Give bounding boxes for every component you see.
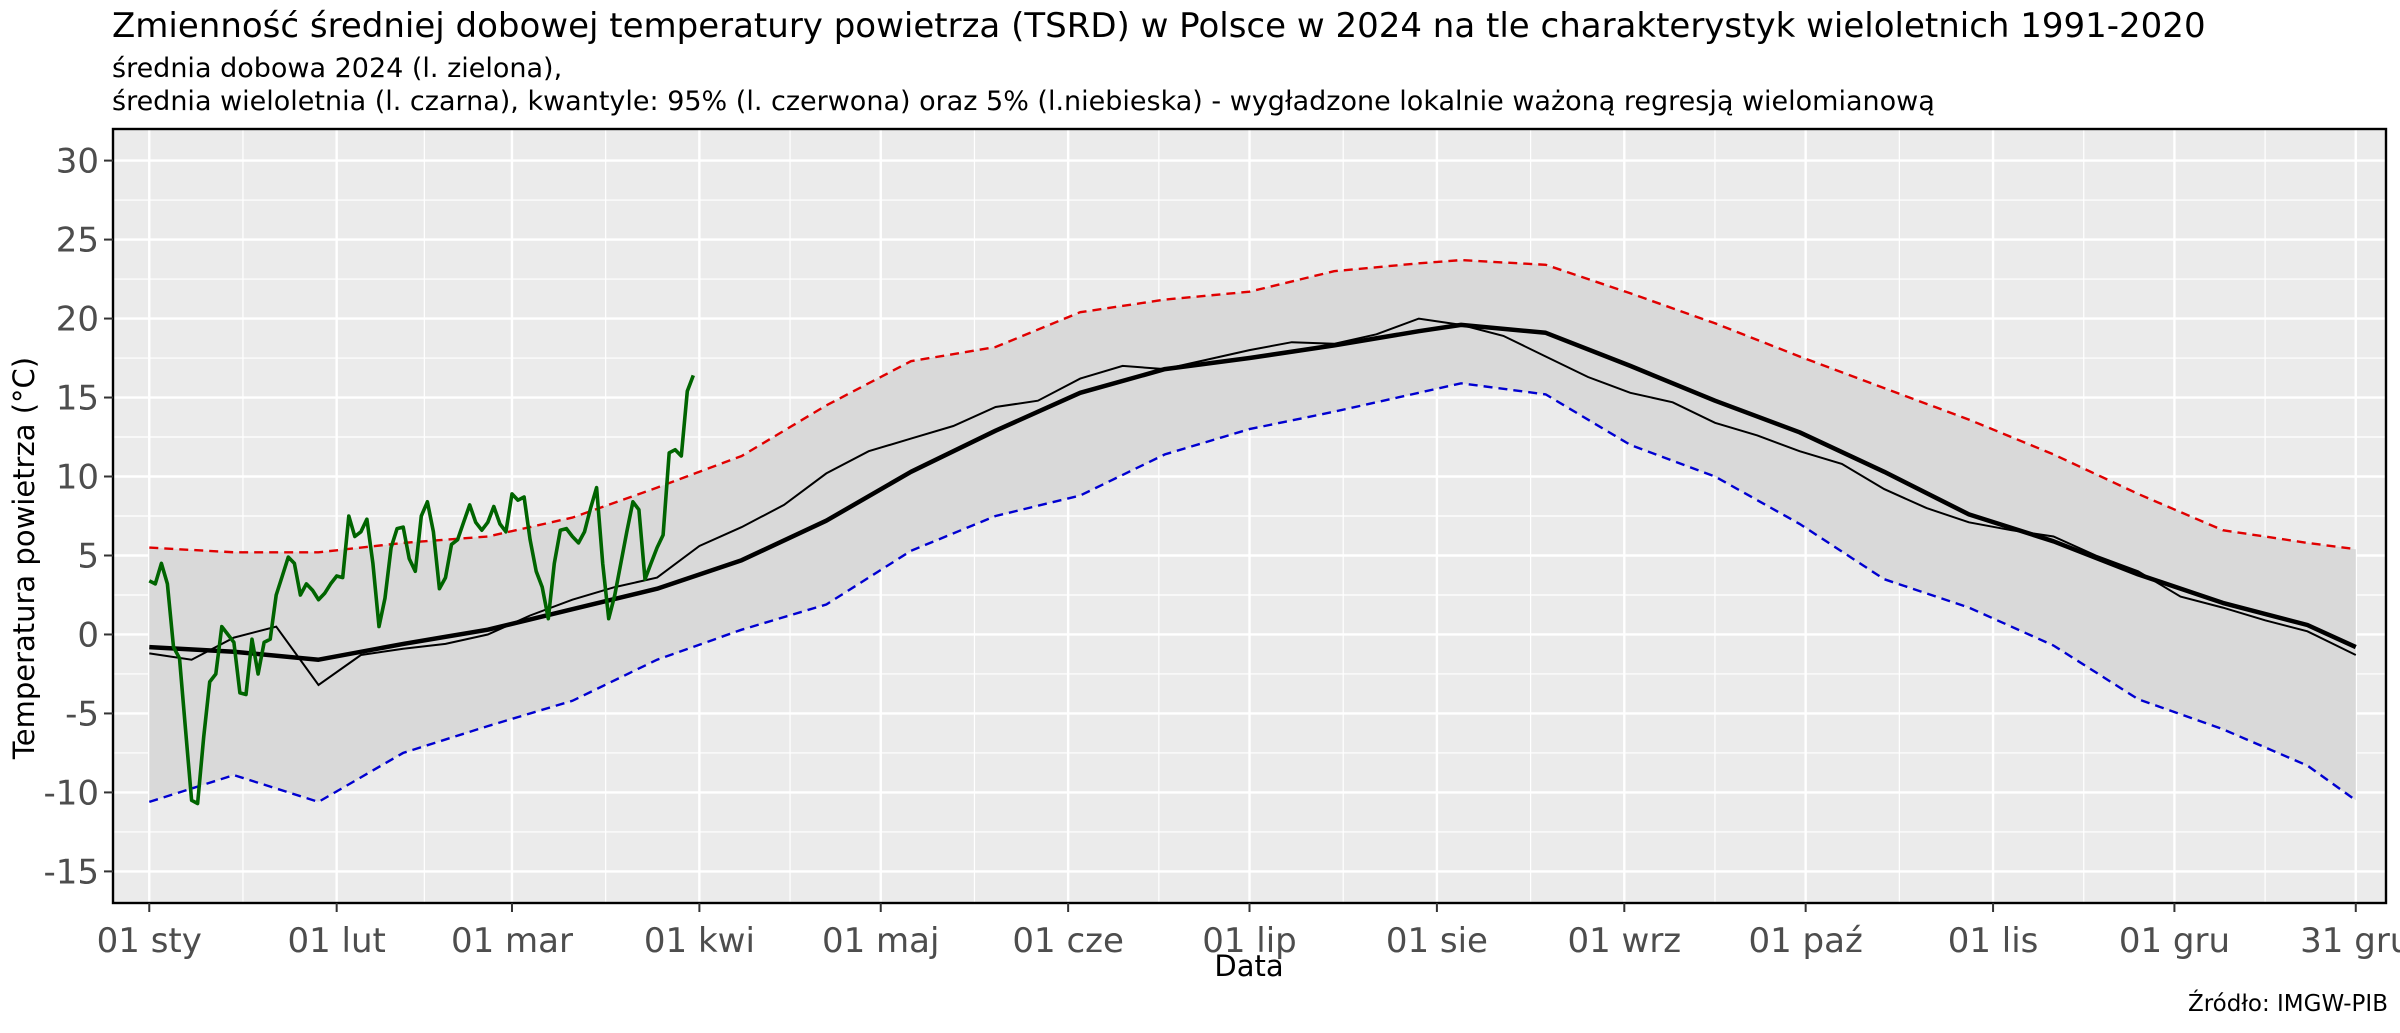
- chart-subtitle-line-2: średnia wieloletnia (l. czarna), kwantyl…: [112, 86, 1935, 117]
- y-tick-label: 10: [56, 458, 99, 498]
- chart-title: Zmienność średniej dobowej temperatury p…: [112, 6, 2206, 46]
- chart-subtitle-line-1: średnia dobowa 2024 (l. zielona),: [112, 53, 562, 84]
- y-tick-label: -15: [43, 852, 99, 892]
- y-tick-label: 25: [56, 221, 99, 261]
- series-line-mean-smooth: [149, 322, 2357, 662]
- x-tick-label: 01 mar: [451, 921, 573, 961]
- y-tick-label: 20: [56, 300, 99, 340]
- x-tick-label: 01 lis: [1948, 921, 2039, 961]
- y-tick-label: 5: [77, 536, 99, 576]
- x-tick-label: 01 sty: [97, 921, 202, 961]
- x-tick-label: 01 lip: [1202, 921, 1297, 961]
- y-axis: -15 -10 -5 0 5 10 15 20 25 30: [43, 142, 113, 892]
- x-tick-label: 01 maj: [822, 921, 939, 961]
- x-tick-label: 01 paź: [1748, 921, 1862, 961]
- x-tick-label: 01 sie: [1386, 921, 1488, 961]
- x-tick-label: 01 kwi: [644, 921, 755, 961]
- y-tick-label: -5: [65, 694, 99, 734]
- y-axis-label: Temperatura powietrza (°C): [7, 357, 41, 760]
- x-tick-label: 01 lut: [287, 921, 385, 961]
- x-tick-label: 01 wrz: [1567, 921, 1681, 961]
- series-layer: [148, 258, 2357, 806]
- x-tick-label: 01 gru: [2119, 921, 2230, 961]
- y-tick-label: -10: [43, 773, 99, 813]
- x-tick-label: 31 gru: [2300, 921, 2400, 961]
- y-tick-label: 15: [56, 379, 99, 419]
- source-caption: Źródło: IMGW-PIB: [2188, 989, 2388, 1017]
- y-tick-label: 0: [77, 615, 99, 655]
- x-axis-label: Data: [1214, 949, 1283, 983]
- series-line-q05: [148, 382, 2357, 804]
- y-tick-label: 30: [56, 142, 99, 182]
- quantile-band: [149, 260, 2356, 802]
- x-tick-label: 01 cze: [1012, 921, 1124, 961]
- x-axis: 01 sty 01 lut 01 mar 01 kwi 01 maj 01 cze 01 l…: [97, 903, 2400, 961]
- series-line-tsrd-2024: [148, 374, 695, 806]
